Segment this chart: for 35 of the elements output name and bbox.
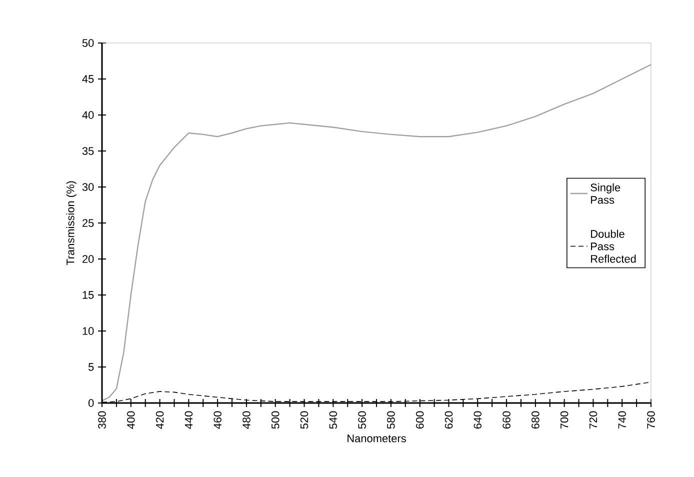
x-tick-label: 480 (242, 411, 250, 429)
x-tick-label: 720 (589, 411, 598, 429)
x-tick-label: 500 (272, 411, 280, 429)
x-tick-label: 520 (300, 411, 308, 429)
x-tick-label: 560 (358, 411, 366, 429)
legend-label: Double Pass Reflected (591, 230, 636, 263)
x-tick-label: 460 (214, 411, 222, 429)
x-tick-label: 740 (618, 411, 626, 429)
y-axis-title: Transmission (%) (66, 181, 76, 266)
x-tick-label: 620 (444, 411, 453, 429)
x-axis-title: Nanometers (348, 434, 406, 442)
y-tick-label: 20 (82, 255, 94, 263)
y-tick-label: 40 (82, 111, 94, 119)
x-tick-label: 700 (560, 411, 568, 429)
y-tick-label: 10 (82, 327, 94, 335)
y-tick-label: 45 (82, 75, 94, 83)
x-tick-label: 760 (647, 411, 655, 429)
x-tick-label: 660 (502, 411, 510, 429)
x-tick-label: 440 (184, 411, 193, 429)
x-tick-label: 540 (329, 411, 338, 429)
y-tick-label: 50 (82, 39, 94, 47)
x-tick-label: 680 (532, 411, 540, 429)
y-tick-label: 25 (82, 219, 94, 227)
x-tick-label: 580 (387, 411, 395, 429)
y-tick-label: 15 (82, 291, 94, 299)
y-tick-label: 5 (88, 363, 94, 371)
y-tick-label: 30 (82, 183, 94, 191)
y-tick-label: 0 (88, 399, 94, 407)
y-tick-label: 35 (82, 147, 94, 155)
x-tick-label: 400 (127, 411, 135, 429)
x-tick-label: 600 (416, 411, 424, 429)
x-tick-label: 640 (474, 411, 482, 429)
x-tick-label: 380 (98, 411, 106, 429)
x-tick-label: 420 (156, 411, 164, 429)
legend-label: Single Pass (590, 183, 620, 204)
